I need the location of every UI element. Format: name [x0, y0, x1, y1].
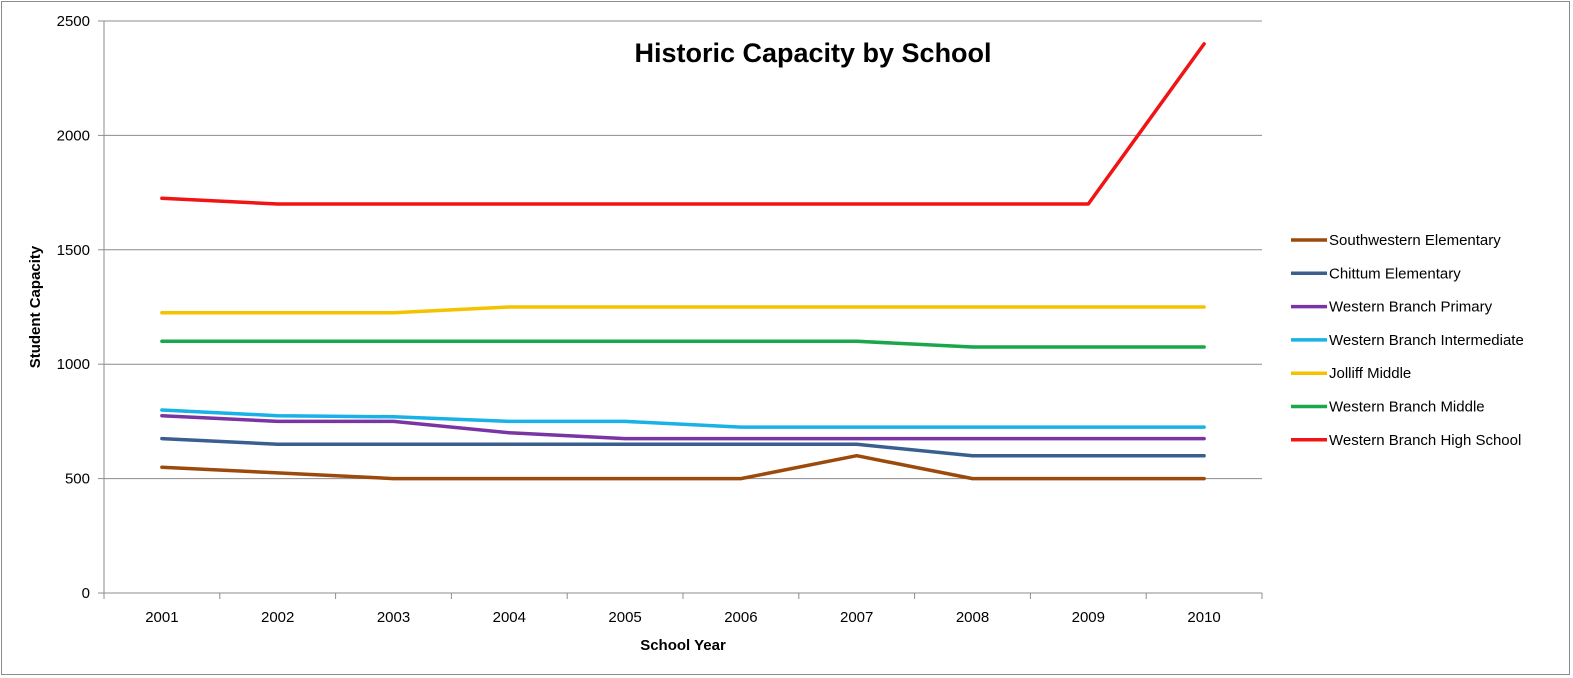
y-tick-label: 1500 [57, 242, 90, 259]
legend-label: Western Branch Middle [1329, 399, 1485, 416]
legend-label: Chittum Elementary [1329, 265, 1461, 282]
x-tick-label: 2010 [1187, 609, 1220, 626]
x-tick-label: 2007 [840, 609, 873, 626]
legend-label: Western Branch Intermediate [1329, 332, 1524, 349]
x-tick-label: 2009 [1072, 609, 1105, 626]
series-lines [160, 42, 1206, 481]
series-line-6 [160, 42, 1206, 206]
series-line-1 [160, 436, 1206, 458]
x-axis-title: School Year [640, 637, 726, 654]
x-tick-label: 2005 [608, 609, 641, 626]
legend-label: Southwestern Elementary [1329, 232, 1501, 249]
axes: 0 500 1000 1500 2000 2500 2001 2002 2003 2004 2005… [57, 13, 1263, 626]
legend: Southwestern Elementary Chittum Elementar… [1291, 232, 1524, 449]
series-line-4 [160, 305, 1206, 315]
series-line-0 [160, 453, 1206, 481]
y-tick-label: 500 [65, 471, 90, 488]
chart-title: Historic Capacity by School [634, 38, 991, 68]
series-line-3 [160, 408, 1206, 429]
legend-label: Western Branch High School [1329, 432, 1521, 449]
gridlines [104, 20, 1262, 480]
legend-label: Western Branch Primary [1329, 299, 1493, 316]
x-tick-label: 2002 [261, 609, 294, 626]
x-tick-label: 2006 [724, 609, 757, 626]
y-axis-title: Student Capacity [27, 245, 44, 368]
y-tick-label: 0 [82, 585, 90, 602]
y-tick-label: 2000 [57, 127, 90, 144]
x-tick-label: 2004 [493, 609, 526, 626]
legend-label: Jolliff Middle [1329, 365, 1411, 382]
y-tick-label: 2500 [57, 13, 90, 30]
x-tick-label: 2001 [145, 609, 178, 626]
series-line-5 [160, 339, 1206, 349]
x-tick-label: 2003 [377, 609, 410, 626]
series-line-2 [160, 413, 1206, 441]
x-tick-label: 2008 [956, 609, 989, 626]
y-tick-label: 1000 [57, 356, 90, 373]
